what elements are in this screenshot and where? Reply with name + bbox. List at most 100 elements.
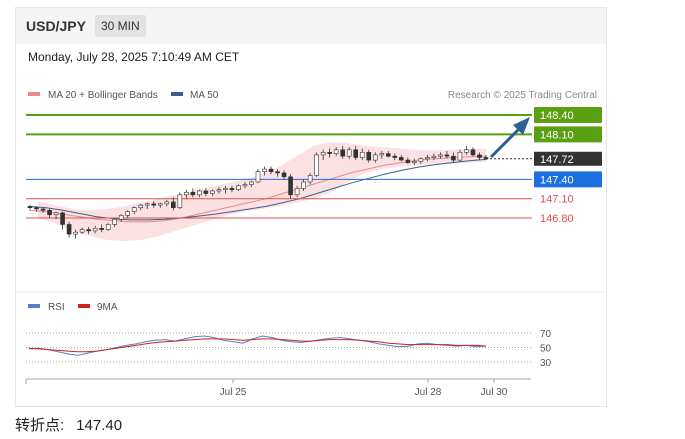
ma50-legend-swatch bbox=[171, 92, 183, 96]
candle-body bbox=[34, 207, 39, 210]
candle bbox=[125, 210, 131, 218]
resistance-badge-148.40 bbox=[534, 107, 602, 123]
candle bbox=[444, 151, 450, 159]
candle bbox=[242, 181, 248, 189]
candle-body bbox=[210, 190, 215, 194]
candle-body bbox=[112, 218, 117, 225]
rsi-level-label-50: 50 bbox=[540, 344, 552, 355]
chart-card: USD/JPY 30 MIN Monday, July 28, 2025 7:1… bbox=[15, 7, 607, 407]
candle bbox=[385, 151, 391, 158]
candle bbox=[483, 154, 489, 161]
candle-body bbox=[216, 189, 222, 192]
candle-body bbox=[125, 211, 131, 216]
candle bbox=[60, 211, 65, 230]
candle-body bbox=[405, 159, 411, 163]
candle-body bbox=[444, 154, 450, 157]
timeframe-badge[interactable]: 30 MIN bbox=[95, 15, 146, 37]
candle-body bbox=[138, 204, 144, 208]
candle-body bbox=[171, 201, 176, 208]
candle-body bbox=[483, 157, 489, 160]
candle bbox=[464, 145, 469, 155]
candle-body bbox=[353, 149, 359, 158]
rsi-ma-legend-label: 9MA bbox=[97, 302, 118, 313]
candle-body bbox=[164, 201, 170, 205]
current-price-label: 147.72 bbox=[540, 154, 574, 166]
candle bbox=[457, 149, 463, 162]
candle bbox=[451, 152, 456, 163]
candle bbox=[288, 174, 293, 199]
candle bbox=[203, 188, 209, 197]
candle bbox=[144, 202, 150, 209]
candle-body bbox=[105, 224, 111, 230]
candle-body bbox=[333, 149, 339, 154]
candle-body bbox=[53, 212, 59, 216]
candle-body bbox=[262, 168, 267, 172]
candle bbox=[372, 152, 378, 163]
candle-body bbox=[327, 152, 332, 154]
forecast-arrow-icon bbox=[489, 117, 530, 159]
candle bbox=[340, 145, 345, 159]
candle-body bbox=[255, 171, 261, 183]
candle bbox=[249, 180, 254, 188]
candle-body bbox=[340, 149, 345, 157]
candle-body bbox=[385, 153, 391, 157]
candle bbox=[255, 169, 261, 184]
candle-body bbox=[203, 190, 209, 194]
resistance-badge-148.10 bbox=[534, 126, 602, 143]
candle-body bbox=[157, 203, 163, 206]
candle bbox=[431, 153, 437, 161]
candle bbox=[262, 166, 267, 176]
candle bbox=[477, 152, 482, 161]
candle bbox=[399, 154, 404, 162]
candle bbox=[131, 206, 137, 215]
candle bbox=[157, 202, 163, 208]
candle bbox=[359, 148, 365, 161]
rsi-ma-line bbox=[28, 338, 487, 353]
candle-body bbox=[451, 155, 456, 161]
candle bbox=[92, 225, 98, 234]
candle-body bbox=[372, 154, 378, 161]
candle bbox=[86, 227, 91, 235]
candle bbox=[320, 149, 326, 161]
candle-body bbox=[249, 181, 254, 185]
candle bbox=[73, 229, 78, 239]
candle bbox=[112, 218, 117, 228]
candle-body bbox=[27, 206, 33, 209]
candle bbox=[353, 145, 359, 161]
candle-body bbox=[190, 191, 196, 196]
ma20-legend-label: MA 20 + Bollinger Bands bbox=[48, 90, 158, 101]
candle bbox=[138, 203, 144, 211]
rsi-panel: 70 50 30 bbox=[26, 329, 552, 369]
candle bbox=[366, 149, 372, 163]
candle-body bbox=[412, 161, 417, 163]
candle-body bbox=[431, 155, 437, 158]
candle-body bbox=[144, 203, 150, 206]
candle bbox=[418, 157, 424, 164]
candle bbox=[438, 152, 443, 159]
candle-body bbox=[288, 176, 293, 196]
candle-body bbox=[392, 155, 398, 158]
candle-body bbox=[197, 190, 202, 196]
candle-body bbox=[477, 154, 482, 158]
candle-body bbox=[60, 212, 65, 225]
candle-body bbox=[418, 158, 424, 162]
pivot-value: 147.40 bbox=[76, 417, 123, 434]
rsi-legend-swatch bbox=[28, 304, 40, 308]
candle bbox=[392, 153, 398, 161]
credit-label: Research © 2025 Trading Central bbox=[448, 90, 597, 101]
support-label-147.10: 147.10 bbox=[540, 194, 574, 206]
pivot-point-line: 转折点: 147.40 bbox=[15, 414, 122, 435]
candle-body bbox=[229, 188, 235, 190]
candle-body bbox=[86, 229, 91, 232]
x-axis-label-jul30: Jul 30 bbox=[481, 387, 508, 398]
candle bbox=[425, 154, 430, 162]
bollinger-band-layer bbox=[38, 142, 486, 242]
candle bbox=[40, 207, 46, 213]
candle-body bbox=[320, 152, 326, 156]
bollinger-band-area bbox=[38, 142, 486, 242]
candle-body bbox=[346, 149, 352, 157]
pivot-label: 转折点: bbox=[15, 417, 65, 434]
support-label-146.80: 146.80 bbox=[540, 213, 574, 225]
candle bbox=[223, 185, 228, 194]
candle bbox=[405, 157, 411, 164]
